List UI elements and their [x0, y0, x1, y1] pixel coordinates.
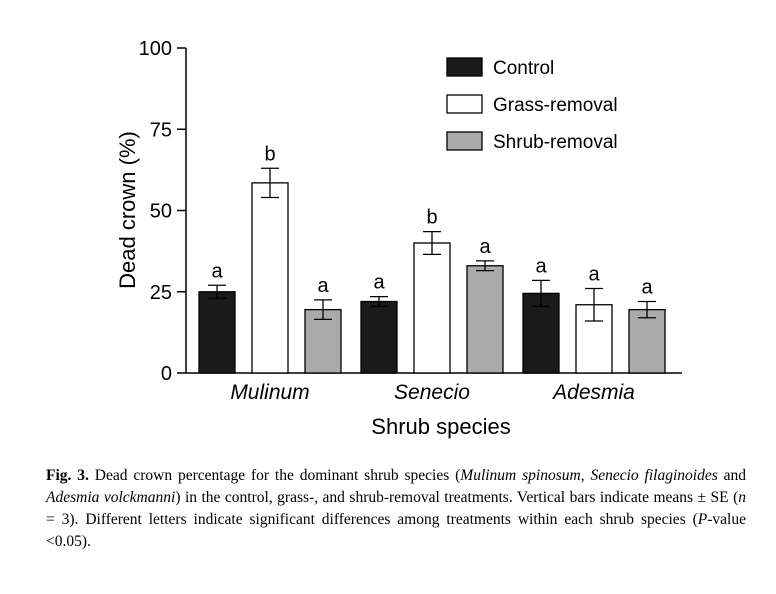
- significance-letter: a: [479, 236, 491, 258]
- legend-label: Grass-removal: [493, 95, 618, 116]
- y-tick-label: 75: [150, 119, 172, 141]
- bar-chart: 0 25 50 75 100 a b a a b a a a a Mulinum Senecio Adesm…: [115, 38, 682, 439]
- bar: [522, 292, 560, 374]
- legend: Control Grass-removal Shrub-removal: [446, 57, 618, 153]
- figure-caption: Fig. 3. Dead crown percentage for the do…: [46, 467, 747, 550]
- category-label: Adesmia: [551, 381, 635, 404]
- category-labels: Mulinum Senecio Adesmia: [230, 381, 635, 404]
- bar: [413, 242, 451, 374]
- y-ticks: 0 25 50 75 100: [139, 38, 186, 385]
- bar: [575, 304, 613, 374]
- bars: [198, 182, 666, 374]
- y-tick-label: 100: [139, 38, 172, 60]
- significance-letter: a: [373, 272, 385, 294]
- legend-swatch: [446, 131, 483, 151]
- significance-letters: a b a a b a a a a: [211, 143, 653, 298]
- species-name: Adesmia volckmanni: [46, 489, 176, 506]
- significance-letter: a: [535, 255, 547, 277]
- legend-label: Shrub-removal: [493, 132, 618, 153]
- bar: [466, 265, 504, 374]
- bar: [198, 291, 236, 374]
- y-tick-label: 25: [150, 282, 172, 304]
- bar: [251, 182, 289, 374]
- significance-letter: b: [264, 143, 275, 165]
- legend-label: Control: [493, 58, 554, 79]
- bar: [628, 308, 666, 374]
- x-axis-label: Shrub species: [371, 414, 510, 439]
- category-label: Senecio: [394, 381, 470, 404]
- species-name: Senecio filaginoides: [590, 467, 718, 484]
- bar: [304, 308, 342, 374]
- legend-swatch: [446, 57, 483, 77]
- significance-letter: a: [211, 260, 223, 282]
- y-tick-label: 50: [150, 201, 172, 223]
- category-label: Mulinum: [230, 381, 309, 404]
- bar: [360, 300, 398, 374]
- error-bars: [208, 167, 656, 322]
- y-tick-label: 0: [161, 363, 172, 385]
- species-name: Mulinum spinosum: [460, 467, 581, 484]
- legend-swatch: [446, 94, 483, 114]
- n-variable: n: [738, 489, 746, 506]
- p-variable: P: [697, 511, 708, 528]
- significance-letter: a: [317, 275, 329, 297]
- figure-label: Fig. 3.: [46, 467, 89, 484]
- significance-letter: a: [641, 277, 653, 299]
- significance-letter: a: [588, 264, 600, 286]
- significance-letter: b: [426, 207, 437, 229]
- y-axis-label: Dead crown (%): [115, 131, 140, 289]
